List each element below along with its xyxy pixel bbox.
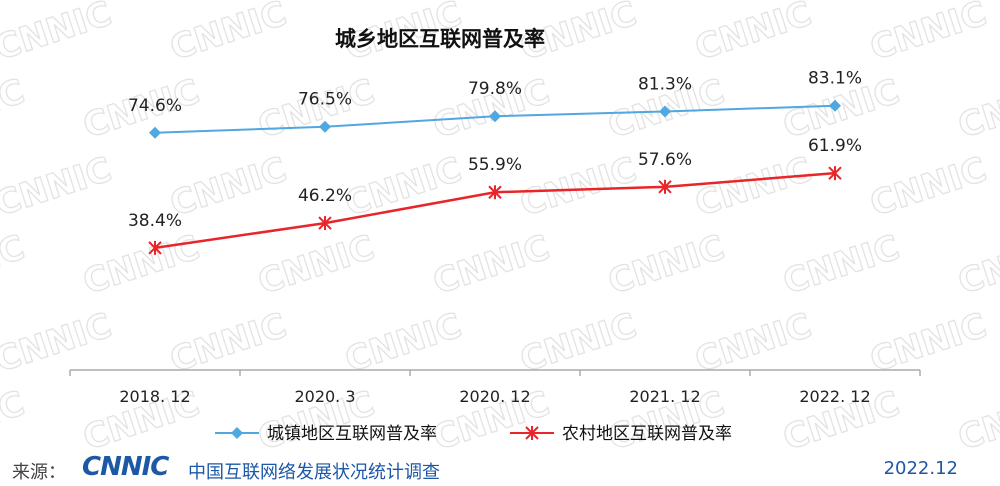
- source-label: 来源：: [12, 462, 66, 483]
- data-label: 61.9%: [808, 136, 862, 156]
- watermark-text: CNNIC: [0, 228, 29, 303]
- data-point-diamond: [319, 120, 331, 133]
- series-2: 38.4% 46.2% 55.9% 57.6% 61.9%: [128, 136, 862, 255]
- data-label: 38.4%: [128, 211, 182, 231]
- series-1: 74.6% 76.5% 79.8% 81.3% 83.1%: [128, 69, 862, 139]
- watermark-text: CNNIC: [0, 384, 29, 452]
- watermark-text: CNNIC: [0, 306, 116, 381]
- legend-label: 城镇地区互联网普及率: [267, 424, 437, 444]
- watermark-text: CNNIC: [0, 150, 116, 225]
- legend-item: 农村地区互联网普及率: [510, 424, 732, 444]
- watermark-text: CNNIC: [865, 0, 991, 69]
- watermark-text: CNNIC: [953, 384, 1000, 452]
- watermark-text: CNNIC: [953, 228, 1000, 303]
- x-tick-label: 2020. 12: [459, 387, 530, 406]
- legend-label: 农村地区互联网普及率: [562, 424, 732, 444]
- watermark-text: CNNIC: [78, 228, 204, 303]
- watermark-text: CNNIC: [165, 150, 291, 225]
- data-label: 57.6%: [638, 150, 692, 170]
- watermark-text: CNNIC: [515, 306, 641, 381]
- watermark-text: CNNIC: [165, 306, 291, 381]
- data-label: 55.9%: [468, 155, 522, 175]
- footer: 来源： CNNIC 中国互联网络发展状况统计调查 2022.12: [0, 452, 1000, 486]
- watermark-text: CNNIC: [865, 150, 991, 225]
- data-point-star: [318, 216, 332, 231]
- data-label: 74.6%: [128, 96, 182, 116]
- data-point-star: [148, 240, 162, 255]
- data-label: 76.5%: [298, 90, 352, 110]
- cnnic-logo: CNNIC: [82, 452, 169, 482]
- watermark-text: CNNIC: [865, 306, 991, 381]
- data-point-star: [828, 166, 842, 181]
- series-layer: 74.6% 76.5% 79.8% 81.3% 83.1% 38.4% 46.2% 55.9%…: [128, 69, 862, 255]
- chart-title: 城乡地区互联网普及率: [335, 27, 545, 51]
- watermark-text: CNNIC: [690, 150, 816, 225]
- data-point-star: [658, 179, 672, 194]
- data-point-star: [525, 426, 539, 440]
- data-point-diamond: [489, 110, 501, 123]
- watermark-text: CNNIC: [253, 228, 379, 303]
- watermark-text: CNNIC: [953, 72, 1000, 147]
- watermark-text: CNNIC: [778, 228, 904, 303]
- watermark-text: CNNIC: [428, 228, 554, 303]
- watermark-text: CNNIC: [603, 228, 729, 303]
- watermark-text: CNNIC: [690, 306, 816, 381]
- x-tick-label: 2020. 3: [294, 387, 355, 406]
- data-label: 46.2%: [298, 186, 352, 206]
- data-point-diamond: [829, 99, 841, 112]
- report-name: 中国互联网络发展状况统计调查: [188, 462, 440, 483]
- data-point-diamond: [231, 427, 243, 439]
- watermark-text: CNNIC: [690, 0, 816, 69]
- watermark-text: CNNIC: [340, 306, 466, 381]
- legend-item: 城镇地区互联网普及率: [215, 424, 437, 444]
- watermark-text: CNNIC: [165, 0, 291, 69]
- data-label: 81.3%: [638, 74, 692, 94]
- data-point-diamond: [149, 126, 161, 139]
- data-point-star: [488, 185, 502, 200]
- x-tick-label: 2022. 12: [799, 387, 870, 406]
- watermark-text: CNNIC: [340, 150, 466, 225]
- x-tick-label: 2021. 12: [629, 387, 700, 406]
- x-axis-ticks: 2018. 12 2020. 3 2020. 12 2021. 12 2022. 12: [69, 370, 921, 406]
- watermark-text: CNNIC: [0, 72, 29, 147]
- x-tick-label: 2018. 12: [119, 387, 190, 406]
- data-label: 83.1%: [808, 69, 862, 89]
- watermark-text: CNNIC: [0, 0, 116, 69]
- report-date: 2022.12: [883, 458, 958, 479]
- legend: 城镇地区互联网普及率 农村地区互联网普及率: [215, 424, 732, 444]
- data-point-diamond: [659, 105, 671, 118]
- data-label: 79.8%: [468, 79, 522, 99]
